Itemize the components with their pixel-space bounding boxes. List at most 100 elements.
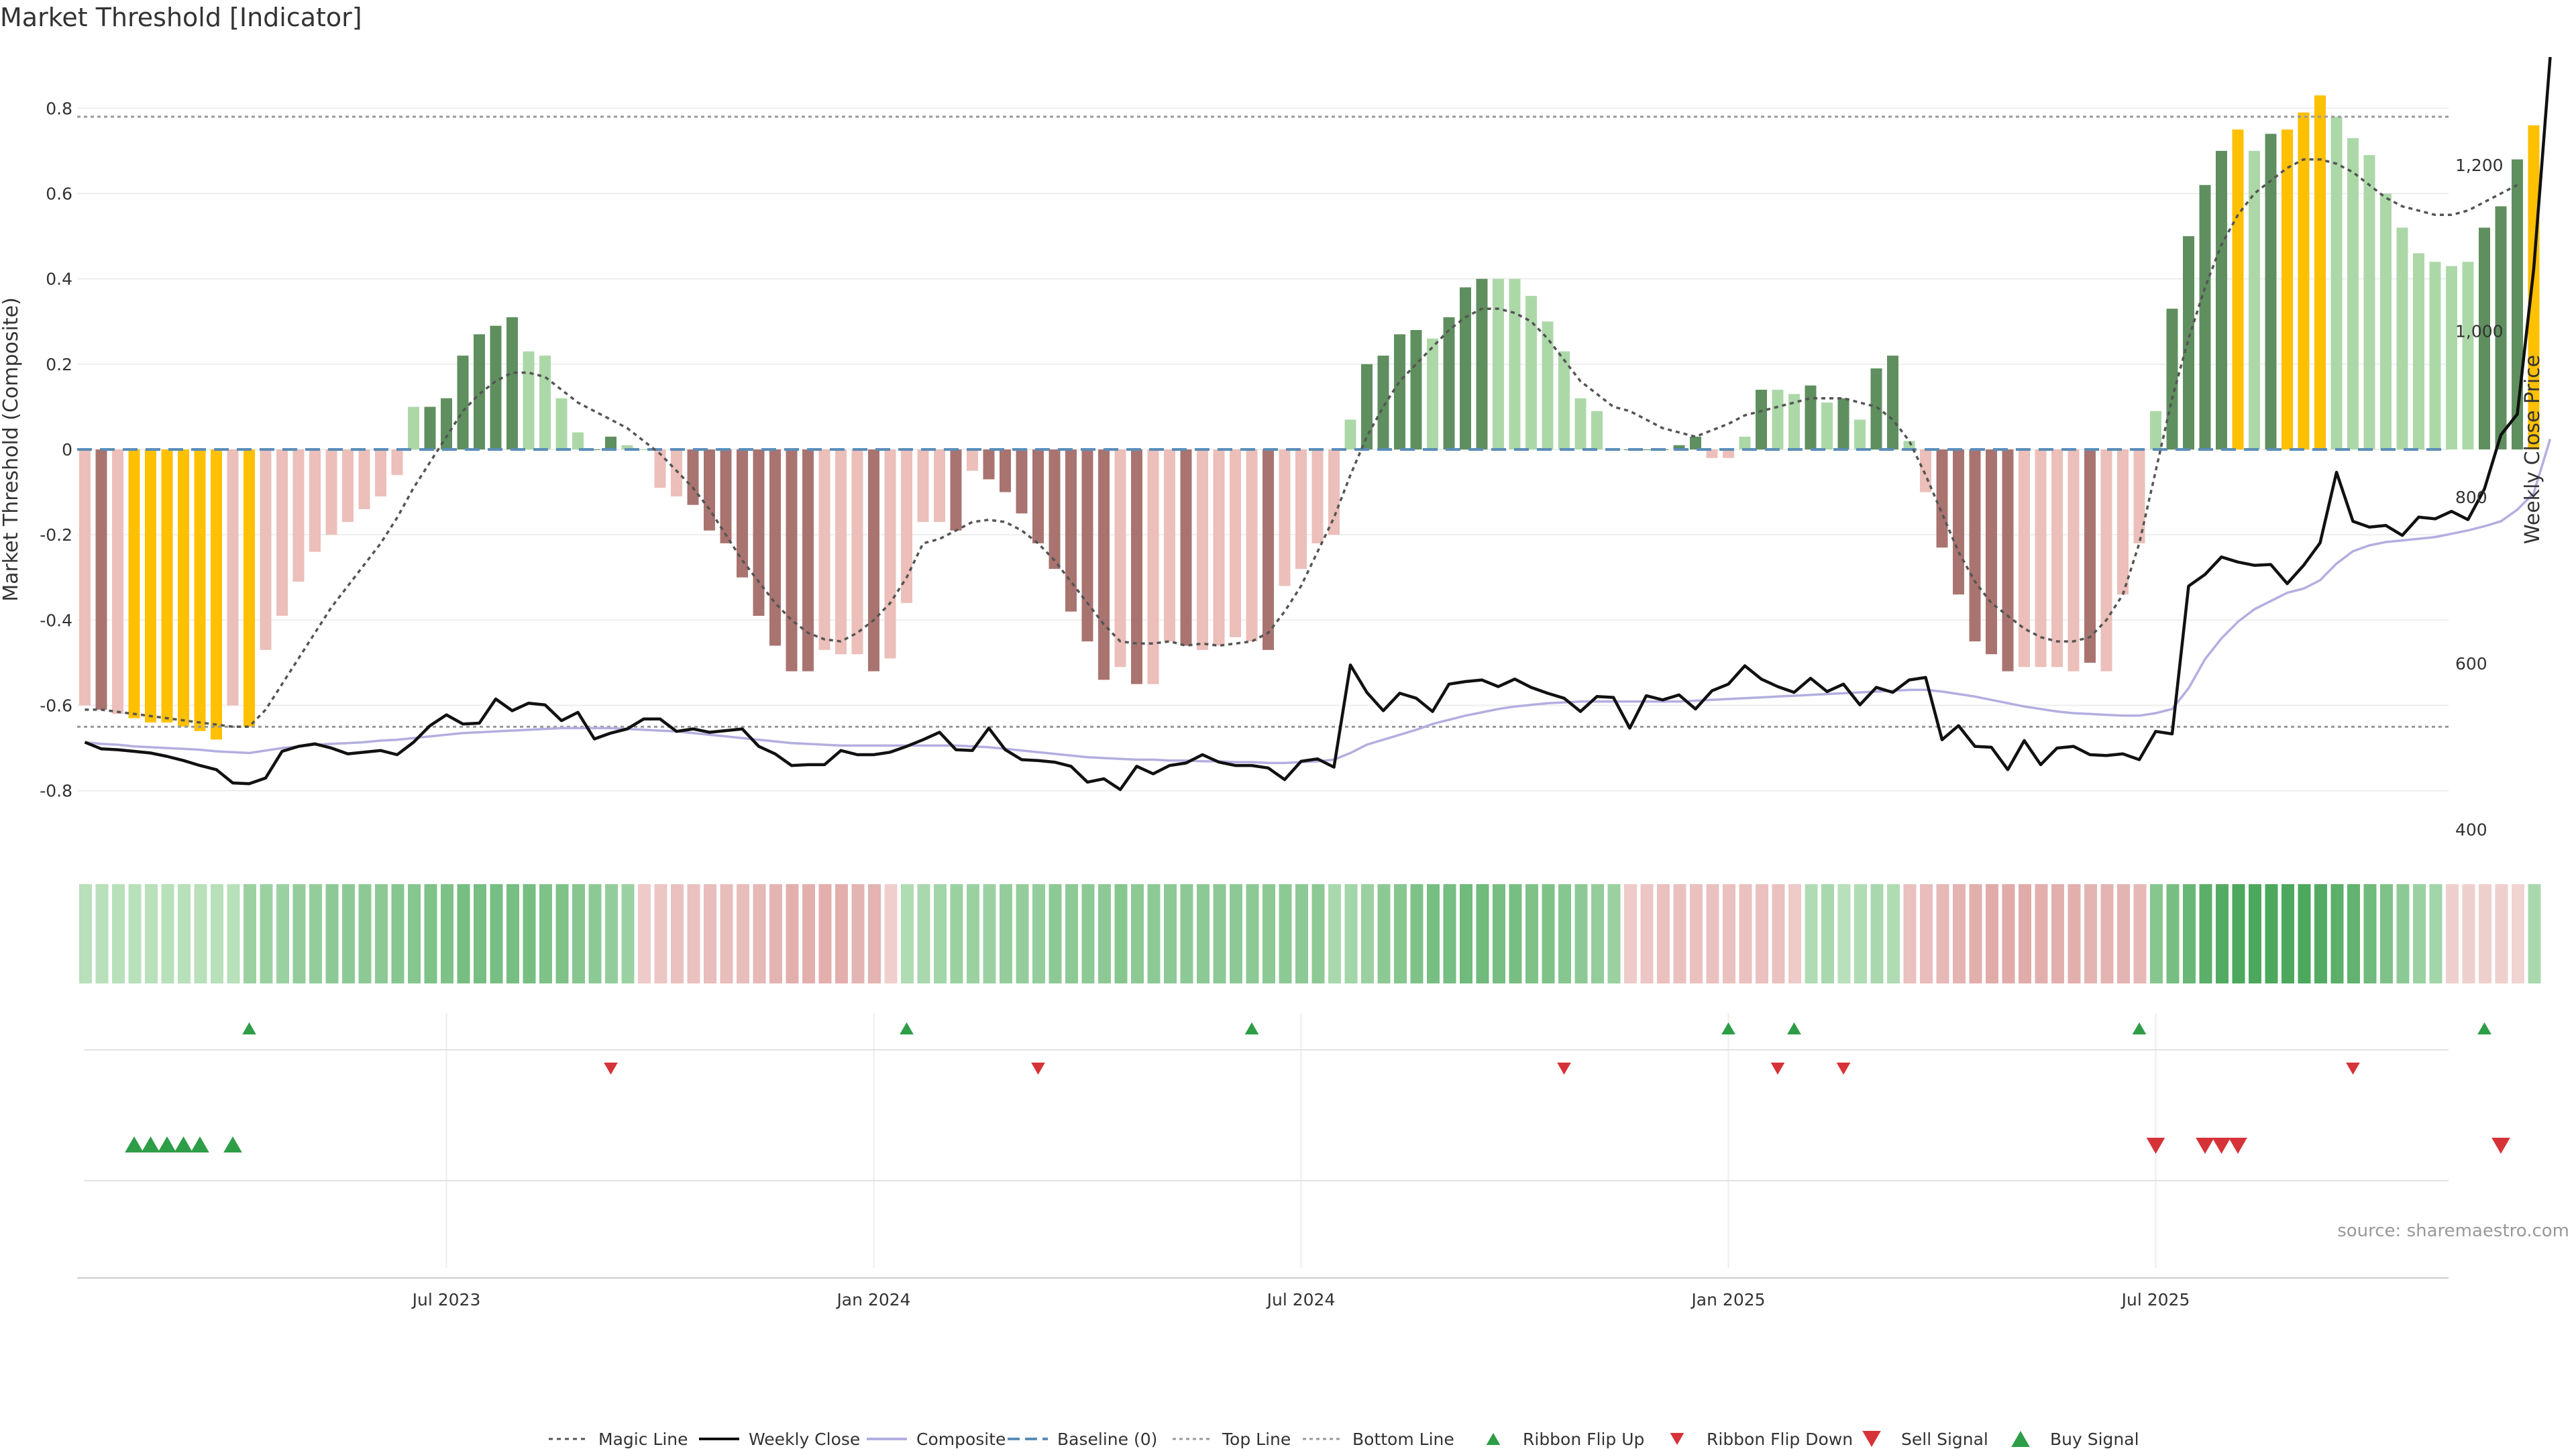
ribbon-cell xyxy=(1887,884,1900,983)
y2-tick-label: 1,200 xyxy=(2455,156,2504,175)
ribbon-cell xyxy=(1854,884,1867,983)
composite-bar xyxy=(786,449,798,672)
composite-bar xyxy=(309,449,321,552)
composite-bar xyxy=(2166,309,2178,449)
ribbon-flip-down-marker xyxy=(1770,1063,1785,1075)
composite-bar xyxy=(523,351,535,449)
y-tick-label: 0 xyxy=(62,440,72,460)
ribbon-cell xyxy=(276,884,289,983)
composite-bar xyxy=(2019,449,2030,667)
legend[interactable]: Magic Line Weekly Close Composite Baseline … xyxy=(549,1430,2139,1449)
composite-bar xyxy=(128,449,140,718)
ribbon-cell xyxy=(2528,884,2541,983)
composite-bar xyxy=(2249,150,2260,450)
composite-bar xyxy=(244,449,255,727)
legend-swatch xyxy=(1486,1433,1501,1445)
composite-bar xyxy=(292,449,305,582)
ribbon-cell xyxy=(1164,884,1177,983)
ribbon-cell xyxy=(1032,884,1045,983)
composite-bar xyxy=(1887,356,1898,449)
composite-bar xyxy=(983,449,995,480)
composite-bar xyxy=(276,449,288,616)
ribbon-cell xyxy=(1410,884,1424,983)
ribbon-cell xyxy=(539,884,552,983)
ribbon-cell xyxy=(441,884,453,983)
composite-bar xyxy=(704,449,715,531)
ribbon-cell xyxy=(2446,884,2459,983)
ribbon-cell xyxy=(901,884,914,983)
ribbon-cell xyxy=(2232,884,2245,983)
ribbon-cell xyxy=(1607,884,1621,983)
x-tick-label: Jan 2024 xyxy=(835,1290,910,1309)
series-lines xyxy=(77,56,2552,792)
ribbon-cell xyxy=(1344,884,1358,983)
legend-label: Buy Signal xyxy=(2050,1430,2139,1449)
y-tick-label: 0.8 xyxy=(46,99,72,118)
composite-bars xyxy=(79,95,2540,740)
composite-bar xyxy=(1213,449,1225,646)
composite-bar xyxy=(1542,321,1554,449)
ribbon-cell xyxy=(1542,884,1555,983)
ribbon-cell xyxy=(1936,884,1949,983)
ribbon-cell xyxy=(2100,884,2114,983)
composite-bar xyxy=(1640,449,1652,450)
composite-bar xyxy=(178,449,189,727)
ribbon-cell xyxy=(687,884,700,983)
composite-bar xyxy=(2429,262,2441,449)
composite-bar xyxy=(2117,449,2129,595)
ribbon-cell xyxy=(983,884,996,983)
ribbon-cell xyxy=(2265,884,2278,983)
ribbon-cell xyxy=(884,884,898,983)
ribbon-cell xyxy=(358,884,372,983)
ribbon-cell xyxy=(588,884,602,983)
ribbon-cell xyxy=(1920,884,1933,983)
composite-bar xyxy=(2495,206,2507,449)
composite-bar xyxy=(441,398,452,449)
ribbon-cell xyxy=(227,884,240,983)
ribbon-cell xyxy=(1114,884,1128,983)
y-axis-title: Market Threshold (Composite) xyxy=(0,297,23,602)
composite-bar xyxy=(1410,329,1422,449)
composite-bar xyxy=(506,317,518,449)
ribbon-cell xyxy=(2380,884,2393,983)
x-tick-label: Jul 2023 xyxy=(411,1290,481,1309)
ribbon-cell xyxy=(474,884,486,983)
composite-bar xyxy=(227,449,239,706)
composite-bar xyxy=(1870,368,1882,449)
composite-bar xyxy=(161,449,173,722)
ribbon-flip-down-marker xyxy=(1836,1063,1851,1075)
composite-bar xyxy=(572,432,584,449)
composite-bar xyxy=(1081,449,1093,642)
ribbon-cell xyxy=(490,884,503,983)
ribbon-cell xyxy=(1328,884,1341,983)
sell-signal-marker xyxy=(2196,1138,2214,1154)
ribbon-cell xyxy=(194,884,207,983)
composite-bar xyxy=(851,449,863,655)
ribbon-cell xyxy=(2199,884,2212,983)
ribbon-cell xyxy=(2495,884,2508,983)
ribbon-cell xyxy=(2314,884,2327,983)
ribbon-cell xyxy=(1756,884,1768,983)
ribbon-cell xyxy=(1525,884,1538,983)
composite-bar xyxy=(802,449,814,672)
composite-bar xyxy=(901,449,912,603)
ribbon-cell xyxy=(211,884,223,983)
ribbon-cell xyxy=(1772,884,1785,983)
ribbon-cell xyxy=(2166,884,2180,983)
ribbon-cell xyxy=(555,884,569,983)
legend-label: Composite xyxy=(916,1430,1006,1449)
y2-tick-label: 800 xyxy=(2455,488,2487,507)
ribbon-cell xyxy=(424,884,437,983)
ribbon-cell xyxy=(1361,884,1374,983)
composite-bar xyxy=(2002,449,2014,672)
ribbon-cell xyxy=(1065,884,1078,983)
ribbon-cell xyxy=(1377,884,1391,983)
ribbon-cell xyxy=(868,884,881,983)
ribbon-cell xyxy=(917,884,930,983)
composite-bar xyxy=(408,407,419,449)
ribbon-cell xyxy=(704,884,716,983)
ribbon-cell xyxy=(2183,884,2196,983)
y-tick-label: 0.6 xyxy=(46,184,72,203)
ribbon-cell xyxy=(621,884,635,983)
composite-bar xyxy=(1969,449,1981,642)
